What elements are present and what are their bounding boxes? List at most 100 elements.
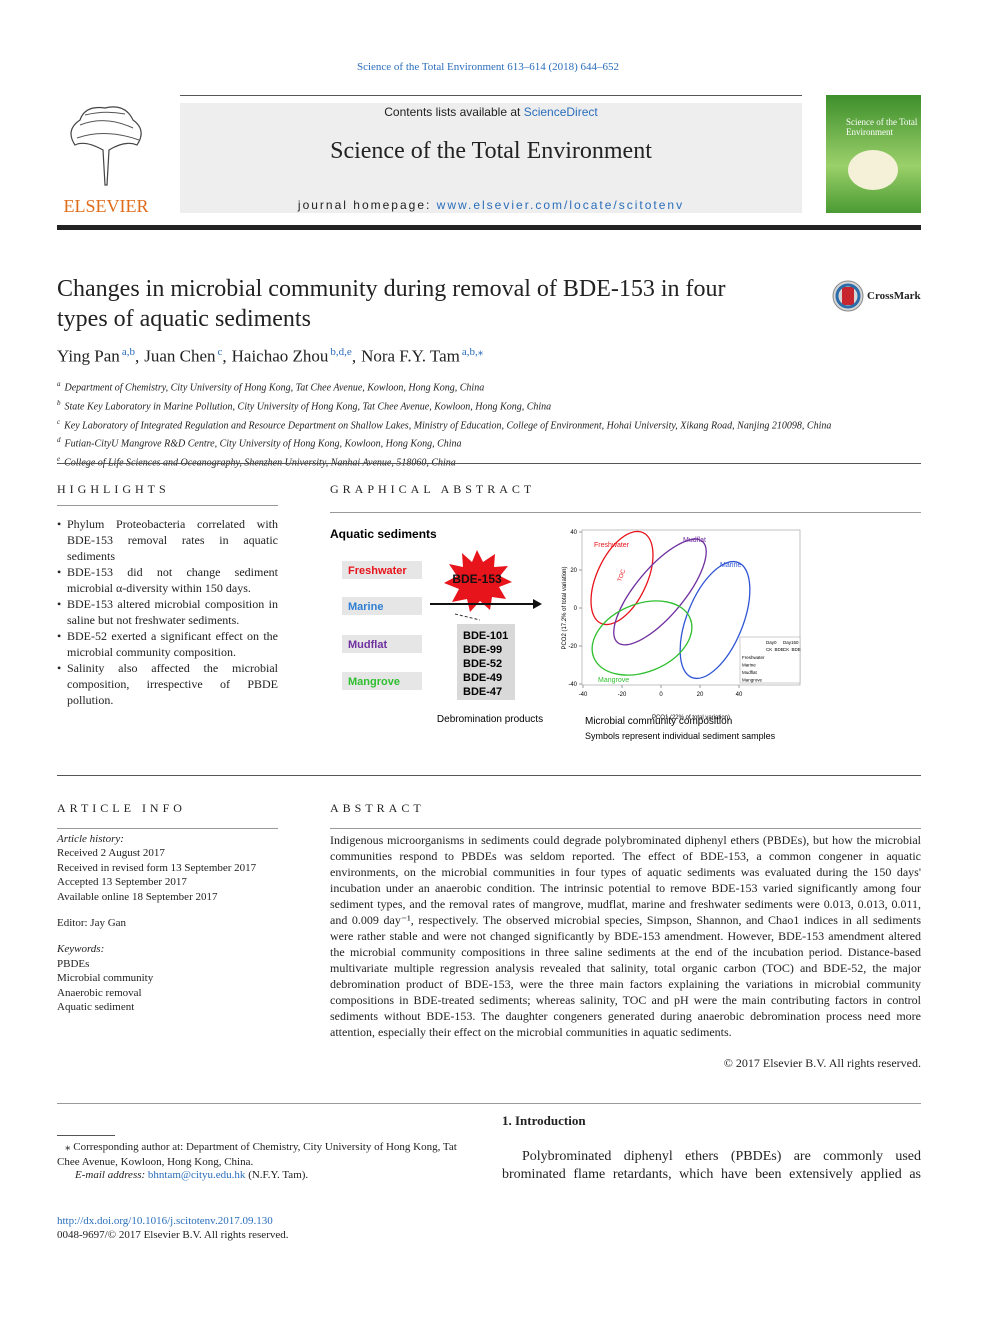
ga-title: Aquatic sediments [330,527,437,541]
history: Received 2 August 2017 Received in revise… [57,846,278,904]
email-label: E-mail address: [75,1169,146,1181]
x-axis-label: PCO1 (22% of total variation) [652,715,730,721]
highlight: BDE-153 did not change sediment microbia… [57,564,278,596]
highlight: Salinity also affected the microbial com… [57,660,278,708]
graphical-abstract: Aquatic sediments BDE-153 Debromination … [330,527,801,741]
contents-prefix: Contents lists available at [384,105,521,119]
x-tick-label: 0 [659,692,663,698]
journal-box: Contents lists available at ScienceDirec… [180,103,802,213]
author-name: Haichao Zhou [231,346,329,366]
affiliation: b State Key Laboratory in Marine Pollutio… [57,396,927,415]
product-label: BDE-52 [463,658,502,670]
legend-row: Freshwater [742,655,765,660]
starburst [444,550,512,612]
ga-caption: Microbial community composition [585,716,732,727]
author-affil: c [217,346,223,358]
highlights-list: Phylum Proteobacteria correlated with BD… [57,516,278,708]
plot-legend [739,636,801,684]
x-tick-label: -20 [618,692,627,698]
cover-flower [848,150,898,190]
sciencedirect-link[interactable]: ScienceDirect [523,105,598,119]
sediment-box [342,597,422,615]
author-name: Ying Pan [57,346,120,366]
author-sep: , [351,346,357,366]
arrowhead [533,599,542,609]
rule [330,828,921,829]
ellipse-mangrove [591,600,693,676]
graphical-abstract-heading: GRAPHICAL ABSTRACT [330,482,536,496]
keyword: Microbial community [57,972,154,985]
affiliation-text: Key Laboratory of Integrated Regulation … [64,419,832,431]
author-sep: , [222,346,227,366]
sediment-label: Mudflat [348,639,387,651]
email[interactable]: bhntam@cityu.edu.hk [147,1169,246,1181]
group-label: Marine [720,562,742,569]
copyright: © 2017 Elsevier B.V. All rights reserved… [723,1056,921,1070]
keyword: PBDEs [57,957,90,970]
product-label: BDE-49 [463,672,502,684]
legend-row: Marine [742,663,756,668]
doi[interactable]: http://dx.doi.org/10.1016/j.scitotenv.20… [57,1215,273,1227]
history-item: Received in revised form 13 September 20… [57,861,257,874]
logo-branches [76,111,140,141]
article-info-heading: ARTICLE INFO [57,801,186,815]
rule [330,512,921,513]
affiliation: d Futian-CityU Mangrove R&D Centre, City … [57,433,927,452]
publisher: ELSEVIER [64,196,149,216]
article-title: Changes in microbial community during re… [57,276,726,332]
x-tick-label: -40 [579,692,588,698]
legend-row: Mangrove [742,678,763,683]
intro-text: Polybrominated diphenyl ethers (PBDEs) a… [502,1149,921,1182]
legend-header: CK [766,647,772,652]
thick-rule [57,225,921,230]
sediment-box [342,635,422,653]
email-line: E-mail address: bhntam@cityu.edu.hk (N.F… [75,1169,308,1181]
author-affil: b,d,e [330,346,352,358]
homepage-url[interactable]: www.elsevier.com/locate/scitotenv [436,198,685,212]
ga-subcaption: Symbols represent individual sediment sa… [585,731,776,741]
contents-line: Contents lists available at ScienceDirec… [180,105,802,119]
group-label: Mangrove [598,677,629,684]
sediment-box [342,561,422,579]
y-axis-label: PCO2 (17.2% of total variation) [562,566,568,649]
homepage-prefix: journal homepage: [297,198,432,212]
citation: Science of the Total Environment 613–614… [356,61,620,73]
affiliations: a Department of Chemistry, City Universit… [57,377,927,471]
legend-day: Day0 [766,640,777,645]
abstract-text: Indigenous microorganisms in sediments c… [330,833,921,1039]
rule [57,828,278,829]
affiliation: e College of Life Sciences and Oceanograp… [57,452,927,471]
x-tick-label: 40 [736,692,743,698]
products-caption: Debromination products [437,714,543,725]
ellipse-freshwater [590,530,654,626]
y-tick-label: 20 [570,568,577,574]
y-tick-label: 40 [570,530,577,536]
email-suffix: (N.F.Y. Tam). [248,1169,309,1181]
author-affil: a,b [121,346,135,358]
rule [57,463,921,464]
corresponding-note: ⁎ Corresponding author at: Department of… [57,1141,457,1168]
rule [57,775,921,776]
crossmark[interactable]: CrossMark [832,280,921,312]
author-name: Nora F.Y. Tam [361,346,460,366]
history-label: Article history: [57,833,124,845]
logo-tree [70,106,142,186]
crossmark-icon [832,280,864,312]
history-item: Available online 18 September 2017 [57,890,218,903]
affiliation-text: Futian-CityU Mangrove R&D Centre, City U… [64,438,462,450]
elsevier-logo: ELSEVIER [64,100,149,216]
highlight: BDE-153 altered microbial composition in… [57,596,278,628]
affiliation: a Department of Chemistry, City Universit… [57,377,927,396]
author-sep: , [134,346,140,366]
ellipse-mudflat [613,538,707,646]
annotation: TOC [617,568,627,582]
sediment-box [342,672,422,690]
product-label: BDE-99 [463,644,502,656]
journal-cover: Science of the Total Environment [826,95,921,213]
y-tick-label: -40 [568,682,577,688]
author-name: Juan Chen [144,346,216,366]
rule [57,505,278,506]
dashed-arrow [454,613,481,621]
x-tick-label: 20 [697,692,704,698]
journal-title: Science of the Total Environment [330,138,652,164]
